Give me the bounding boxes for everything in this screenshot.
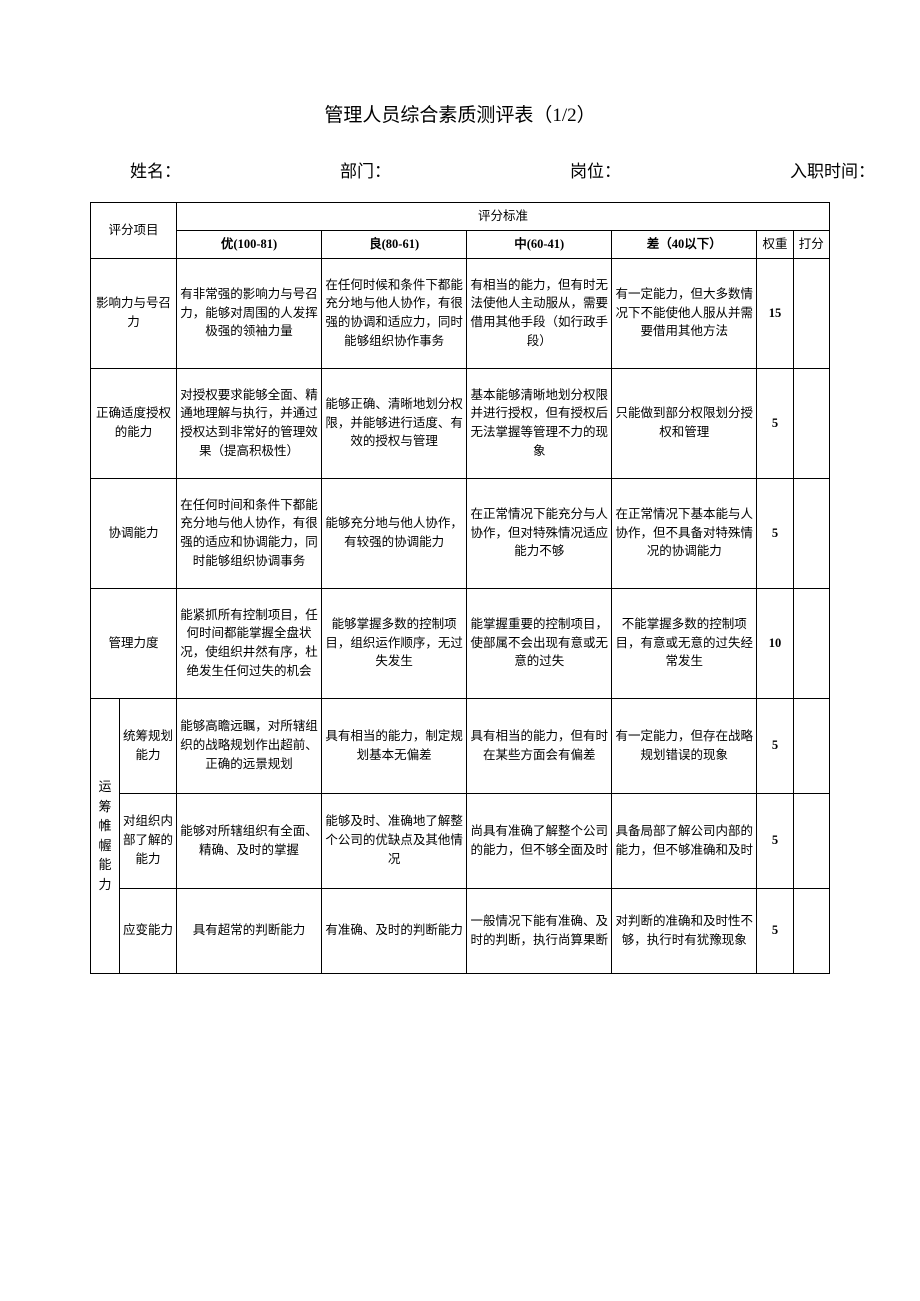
th-standard: 评分标准 bbox=[177, 203, 830, 231]
sub-item-name: 统筹规划能力 bbox=[120, 698, 177, 793]
item-name: 协调能力 bbox=[91, 478, 177, 588]
cell-score[interactable] bbox=[793, 888, 829, 973]
header-dept-field: 部门： bbox=[340, 157, 510, 182]
cell-poor: 对判断的准确和及时性不够，执行时有犹豫现象 bbox=[612, 888, 757, 973]
cell-good: 能够正确、清晰地划分权限，并能够进行适度、有效的授权与管理 bbox=[322, 368, 467, 478]
cell-score[interactable] bbox=[793, 368, 829, 478]
th-poor: 差（40以下） bbox=[612, 230, 757, 258]
cell-medium: 具有相当的能力，但有时在某些方面会有偏差 bbox=[467, 698, 612, 793]
table-row: 协调能力 在任何时间和条件下都能充分地与他人协作，有很强的适应和协调能力，同时能… bbox=[91, 478, 830, 588]
cell-medium: 一般情况下能有准确、及时的判断，执行尚算果断 bbox=[467, 888, 612, 973]
header-name-field: 姓名： bbox=[130, 157, 280, 182]
cell-weight: 5 bbox=[757, 478, 793, 588]
cell-medium: 在正常情况下能充分与人协作，但对特殊情况适应能力不够 bbox=[467, 478, 612, 588]
th-medium: 中(60-41) bbox=[467, 230, 612, 258]
cell-poor: 有一定能力，但大多数情况下不能使他人服从并需要借用其他方法 bbox=[612, 258, 757, 368]
cell-medium: 能掌握重要的控制项目，使部属不会出现有意或无意的过失 bbox=[467, 588, 612, 698]
cell-poor: 具备局部了解公司内部的能力，但不够准确和及时 bbox=[612, 793, 757, 888]
cell-excellent: 能够高瞻远瞩，对所辖组织的战略规划作出超前、正确的远景规划 bbox=[177, 698, 322, 793]
cell-poor: 在正常情况下基本能与人协作，但不具备对特殊情况的协调能力 bbox=[612, 478, 757, 588]
cell-good: 有准确、及时的判断能力 bbox=[322, 888, 467, 973]
cell-weight: 5 bbox=[757, 698, 793, 793]
cell-good: 在任何时候和条件下都能充分地与他人协作，有很强的协调和适应力，同时能够组织协作事… bbox=[322, 258, 467, 368]
cell-poor: 不能掌握多数的控制项目，有意或无意的过失经常发生 bbox=[612, 588, 757, 698]
table-row: 影响力与号召力 有非常强的影响力与号召力，能够对周围的人发挥极强的领袖力量 在任… bbox=[91, 258, 830, 368]
cell-poor: 只能做到部分权限划分授权和管理 bbox=[612, 368, 757, 478]
header-entrydate-field: 入职时间： bbox=[790, 157, 920, 182]
cell-excellent: 能够对所辖组织有全面、精确、及时的掌握 bbox=[177, 793, 322, 888]
cell-excellent: 能紧抓所有控制项目，任何时间都能掌握全盘状况，使组织井然有序，杜绝发生任何过失的… bbox=[177, 588, 322, 698]
cell-score[interactable] bbox=[793, 478, 829, 588]
cell-excellent: 有非常强的影响力与号召力，能够对周围的人发挥极强的领袖力量 bbox=[177, 258, 322, 368]
cell-weight: 10 bbox=[757, 588, 793, 698]
th-item: 评分项目 bbox=[91, 203, 177, 259]
form-header: 姓名： 部门： 岗位： 入职时间： bbox=[90, 157, 830, 182]
cell-good: 能够掌握多数的控制项目，组织运作顺序，无过失发生 bbox=[322, 588, 467, 698]
cell-score[interactable] bbox=[793, 588, 829, 698]
cell-good: 能够及时、准确地了解整个公司的优缺点及其他情况 bbox=[322, 793, 467, 888]
header-position-field: 岗位： bbox=[570, 157, 730, 182]
header-row-2: 优(100-81) 良(80-61) 中(60-41) 差（40以下） 权重 打… bbox=[91, 230, 830, 258]
cell-medium: 有相当的能力，但有时无法使他人主动服从，需要借用其他手段（如行政手段） bbox=[467, 258, 612, 368]
cell-excellent: 对授权要求能够全面、精通地理解与执行，并通过授权达到非常好的管理效果（提高积极性… bbox=[177, 368, 322, 478]
sub-item-name: 对组织内部了解的能力 bbox=[120, 793, 177, 888]
cell-weight: 5 bbox=[757, 888, 793, 973]
document-title: 管理人员综合素质测评表（1/2） bbox=[90, 100, 830, 127]
cell-excellent: 具有超常的判断能力 bbox=[177, 888, 322, 973]
table-row: 管理力度 能紧抓所有控制项目，任何时间都能掌握全盘状况，使组织井然有序，杜绝发生… bbox=[91, 588, 830, 698]
group-name: 运筹帷幄能力 bbox=[91, 698, 120, 973]
cell-score[interactable] bbox=[793, 698, 829, 793]
sub-item-name: 应变能力 bbox=[120, 888, 177, 973]
header-row-1: 评分项目 评分标准 bbox=[91, 203, 830, 231]
table-row: 应变能力 具有超常的判断能力 有准确、及时的判断能力 一般情况下能有准确、及时的… bbox=[91, 888, 830, 973]
cell-excellent: 在任何时间和条件下都能充分地与他人协作，有很强的适应和协调能力，同时能够组织协调… bbox=[177, 478, 322, 588]
evaluation-table: 评分项目 评分标准 优(100-81) 良(80-61) 中(60-41) 差（… bbox=[90, 202, 830, 974]
th-excellent: 优(100-81) bbox=[177, 230, 322, 258]
cell-score[interactable] bbox=[793, 258, 829, 368]
cell-weight: 15 bbox=[757, 258, 793, 368]
cell-medium: 尚具有准确了解整个公司的能力，但不够全面及时 bbox=[467, 793, 612, 888]
table-row: 正确适度授权的能力 对授权要求能够全面、精通地理解与执行，并通过授权达到非常好的… bbox=[91, 368, 830, 478]
cell-medium: 基本能够清晰地划分权限并进行授权，但有授权后无法掌握等管理不力的现象 bbox=[467, 368, 612, 478]
cell-poor: 有一定能力，但存在战略规划错误的现象 bbox=[612, 698, 757, 793]
table-row: 对组织内部了解的能力 能够对所辖组织有全面、精确、及时的掌握 能够及时、准确地了… bbox=[91, 793, 830, 888]
th-good: 良(80-61) bbox=[322, 230, 467, 258]
cell-good: 能够充分地与他人协作，有较强的协调能力 bbox=[322, 478, 467, 588]
cell-weight: 5 bbox=[757, 793, 793, 888]
cell-weight: 5 bbox=[757, 368, 793, 478]
cell-score[interactable] bbox=[793, 793, 829, 888]
item-name: 管理力度 bbox=[91, 588, 177, 698]
item-name: 正确适度授权的能力 bbox=[91, 368, 177, 478]
table-row: 运筹帷幄能力 统筹规划能力 能够高瞻远瞩，对所辖组织的战略规划作出超前、正确的远… bbox=[91, 698, 830, 793]
cell-good: 具有相当的能力，制定规划基本无偏差 bbox=[322, 698, 467, 793]
item-name: 影响力与号召力 bbox=[91, 258, 177, 368]
th-score: 打分 bbox=[793, 230, 829, 258]
th-weight: 权重 bbox=[757, 230, 793, 258]
